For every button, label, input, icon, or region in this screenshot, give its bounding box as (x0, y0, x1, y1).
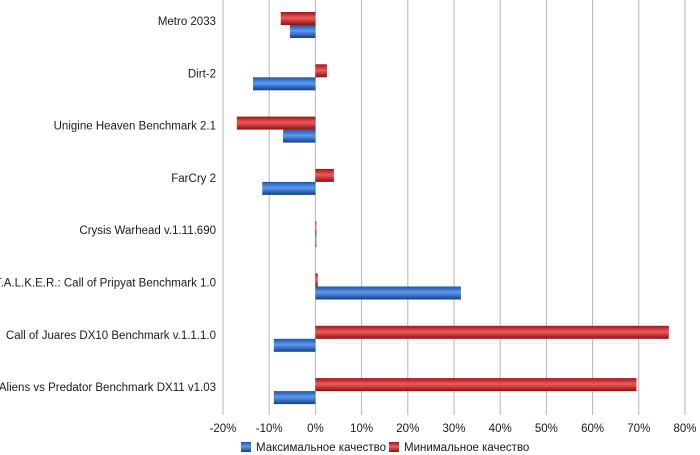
category-label: S.T.A.L.K.E.R.: Call of Pripyat Benchmar… (0, 278, 216, 290)
bar-max-quality (273, 338, 316, 352)
x-tick-label: 10% (350, 423, 373, 435)
bar-min-quality (315, 64, 327, 78)
bar-max-quality (273, 391, 316, 405)
category-label: Metro 2033 (158, 16, 216, 28)
category-label: Aliens vs Predator Benchmark DX11 v1.03 (0, 382, 216, 394)
category-label: Crysis Warhead v.1.11.690 (79, 225, 216, 237)
x-tick-label: -10% (256, 423, 283, 435)
x-tick-label: -20% (210, 423, 237, 435)
x-tick-label: 40% (489, 423, 512, 435)
bar-max-quality (283, 129, 316, 143)
bar-min-quality (315, 221, 317, 235)
x-tick-label: 80% (673, 423, 696, 435)
category-label: FarCry 2 (171, 173, 216, 185)
bar-max-quality (262, 181, 316, 195)
x-tick-label: 60% (581, 423, 604, 435)
category-labels: Metro 2033 Dirt-2 Unigine Heaven Benchmark… (0, 16, 216, 394)
legend-swatch-max (241, 442, 251, 452)
x-tick-label: 0% (307, 423, 324, 435)
x-tick-label: 20% (396, 423, 419, 435)
legend-label-min: Минимальное качество (404, 442, 529, 454)
bar-max-quality (315, 286, 461, 300)
category-label: Call of Juares DX10 Benchmark v.1.1.1.0 (6, 330, 216, 342)
grid-lines (222, 0, 686, 415)
legend-swatch-min (389, 442, 399, 452)
x-tick-label: 50% (535, 423, 558, 435)
bar-min-quality (315, 273, 318, 287)
bar-max-quality (253, 77, 316, 91)
category-label: Dirt-2 (188, 68, 216, 80)
x-tick-label: 30% (442, 423, 465, 435)
bar-max-quality (289, 25, 316, 38)
bar-min-quality (315, 168, 334, 182)
bar-min-quality (315, 325, 669, 339)
category-label: Unigine Heaven Benchmark 2.1 (54, 121, 216, 133)
bar-min-quality (236, 116, 316, 130)
bars (236, 12, 669, 405)
legend: Максимальное качество Минимальное качест… (241, 442, 529, 454)
bar-min-quality (315, 378, 637, 392)
legend-label-max: Максимальное качество (256, 442, 386, 454)
bar-min-quality (280, 12, 316, 25)
bar-max-quality (315, 234, 317, 248)
x-tick-labels: -20% -10% 0% 10% 20% 30% 40% 50% 60% 70% 80% (210, 423, 697, 435)
x-tick-label: 70% (627, 423, 650, 435)
